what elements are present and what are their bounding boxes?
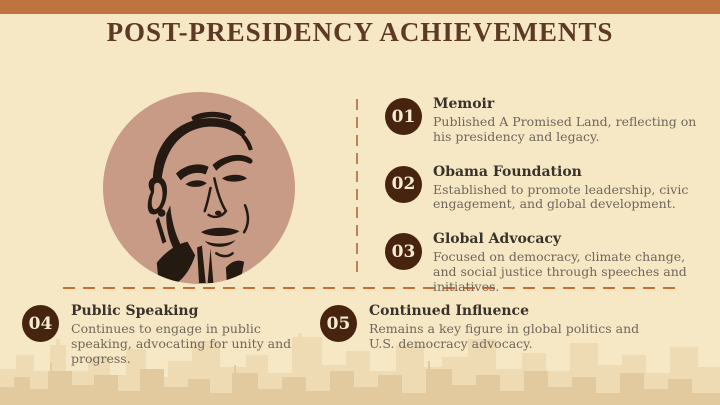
number-badge: 04 [22,305,59,342]
vertical-dashed-divider [356,99,358,279]
achievement-title: Memoir [433,96,495,112]
city-skyline-graphic [0,333,720,405]
number-badge: 03 [385,233,422,270]
achievement-title: Public Speaking [71,303,199,319]
top-accent-bar [0,0,720,14]
portrait-circle [103,92,295,284]
achievement-title: Global Advocacy [433,231,562,247]
horizontal-dashed-divider [63,287,677,289]
number-badge: 05 [320,305,357,342]
achievement-item-02: 02 Obama Foundation Established to promo… [385,164,709,213]
achievement-description: Remains a key figure in global politics … [369,321,640,351]
achievement-item-03: 03 Global Advocacy Focused on democracy,… [385,231,709,294]
achievement-title: Continued Influence [369,303,529,319]
page-title: POST-PRESIDENCY ACHIEVEMENTS [106,17,614,47]
achievement-item-01: 01 Memoir Published A Promised Land, ref… [385,96,709,145]
achievement-description: Focused on democracy, climate change, an… [433,249,687,294]
obama-portrait-illustration [147,111,253,284]
achievement-item-05: 05 Continued Influence Remains a key fig… [320,303,661,352]
achievement-title: Obama Foundation [433,163,582,180]
number-badge: 02 [385,165,422,203]
achievements-list: 01 Memoir Published A Promised Land, ref… [385,96,709,294]
achievement-item-04: 04 Public Speaking Continues to engage i… [22,303,323,366]
achievement-description: Continues to engage in public speaking, … [71,321,292,366]
achievement-description: Published A Promised Land, reflecting on… [433,114,697,144]
number-badge: 01 [385,98,422,135]
achievement-description: Established to promote leadership, civic… [433,181,689,212]
